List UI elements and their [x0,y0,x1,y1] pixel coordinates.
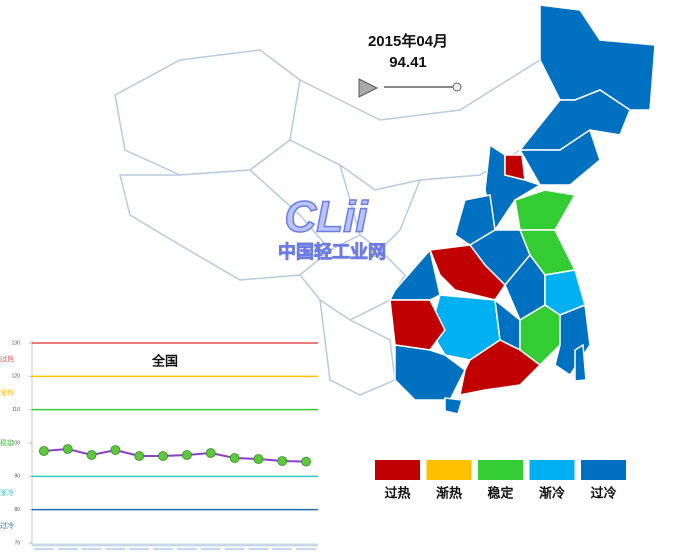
province [428,244,506,301]
province [459,339,542,396]
data-point [301,456,311,467]
watermark-logo: CLii [284,193,368,242]
legend-swatch [375,460,420,480]
data-point [253,454,264,464]
zone-label: 渐热 [0,388,14,397]
legend-label: 稳定 [487,485,513,500]
watermark-site: 中国轻工业网 [278,241,386,262]
data-point [62,444,73,454]
zone-label: 渐冷 [0,488,14,497]
data-point [39,446,49,456]
zone-label: 过热 [0,355,14,364]
index-value: 94.41 [389,54,427,71]
legend-label: 过冷 [590,485,616,500]
y-tick-label: 90 [14,474,20,480]
date-label: 2015年04月 [368,32,448,50]
y-tick-label: 120 [12,374,21,380]
y-tick-label: 70 [14,540,20,546]
chart-panel [0,338,320,553]
legend-swatch [478,460,523,480]
data-point [229,453,240,463]
legend-swatch [581,460,626,480]
data-point [110,445,121,455]
slider-handle[interactable] [452,82,462,92]
legend-swatch [426,460,472,480]
data-point [158,451,168,461]
province [389,299,446,351]
data-point [277,456,288,466]
legend-label: 过热 [384,485,410,500]
legend: 过热 渐热 稳定 渐冷 过冷 [375,460,626,500]
legend-swatch [529,460,575,480]
data-point [134,451,145,461]
province [504,154,526,181]
chart-title: 全国 [151,353,178,368]
legend-label: 渐热 [436,485,462,500]
y-tick-label: 80 [14,507,20,513]
province [444,397,463,415]
y-tick-label: 100 [12,440,21,446]
province [574,343,587,382]
legend-label: 渐冷 [539,485,565,500]
play-button[interactable] [358,78,379,98]
province [388,248,441,301]
y-tick-label: 110 [12,407,20,413]
y-tick-label: 130 [12,340,21,346]
map [114,4,656,415]
province [394,344,466,401]
zone-label: 稳定 [0,438,14,447]
province [514,189,577,231]
zone-label: 过冷 [0,521,14,530]
data-point [182,450,192,460]
data-point [86,450,97,460]
data-point [205,448,216,458]
